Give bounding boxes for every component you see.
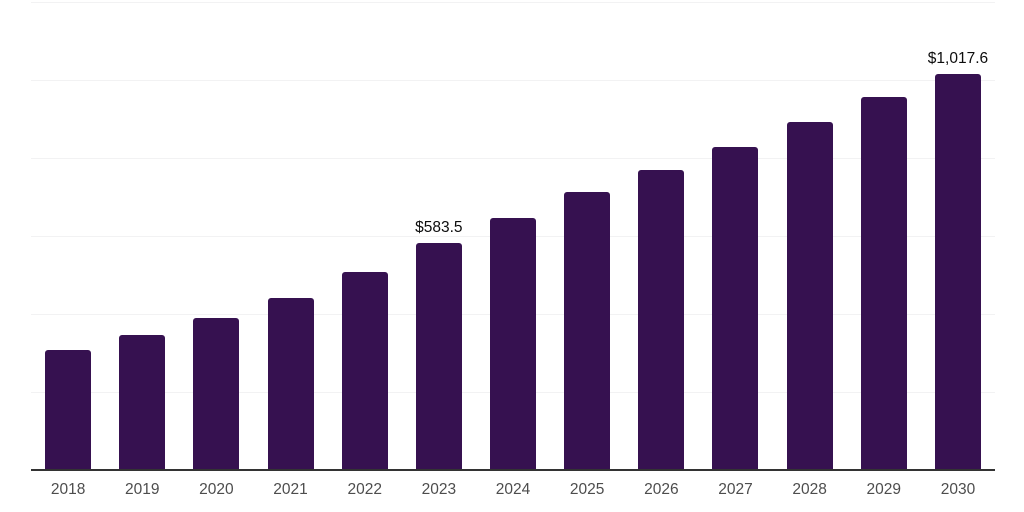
x-tick-label: 2019 <box>124 481 160 498</box>
bar <box>638 170 685 471</box>
bar <box>119 335 166 471</box>
x-tick-label: 2027 <box>718 481 753 498</box>
bar <box>860 97 907 471</box>
bar <box>415 243 462 471</box>
x-tick-label: 2022 <box>347 481 382 498</box>
x-axis-line <box>31 469 995 471</box>
gridline <box>31 158 995 159</box>
bar <box>564 191 611 471</box>
bar-band <box>550 3 624 471</box>
bar-band <box>624 3 698 471</box>
x-tick-label: 2025 <box>569 481 605 498</box>
bar-value-label: $1,017.6 <box>927 50 989 68</box>
bar-band <box>328 3 402 471</box>
x-tick-label: 2030 <box>940 481 976 498</box>
bar <box>45 350 92 471</box>
bar-band <box>179 3 253 471</box>
bars-container: $583.5 $1,017.6 <box>31 3 995 471</box>
bar <box>490 217 537 471</box>
bar <box>341 271 388 471</box>
x-tick-label: 2026 <box>644 481 679 498</box>
x-tick-label: 2028 <box>792 481 827 498</box>
bar <box>786 122 833 471</box>
x-tick-label: 2029 <box>866 481 902 498</box>
bar-band <box>773 3 847 471</box>
plot-area: $583.5 $1,017.6 <box>31 2 995 471</box>
bar <box>193 318 240 471</box>
x-tick-label: 2021 <box>273 481 308 498</box>
bar-band: $1,017.6 <box>921 3 995 471</box>
x-tick-label: 2024 <box>495 481 531 498</box>
x-tick-label: 2023 <box>421 481 457 498</box>
x-axis-labels: 2018 2019 2020 2021 2022 2023 2024 2025 2026 2027… <box>31 481 995 499</box>
bar <box>267 297 314 471</box>
bar <box>712 146 759 471</box>
bar-band <box>105 3 179 471</box>
bar-band <box>698 3 772 471</box>
gridline <box>31 80 995 81</box>
x-tick-label: 2020 <box>199 481 234 498</box>
bar-band <box>31 3 105 471</box>
bar-band <box>847 3 921 471</box>
bar-band <box>253 3 327 471</box>
x-tick-label: 2018 <box>50 481 86 498</box>
bar-band: $583.5 <box>402 3 476 471</box>
bar-value-label: $583.5 <box>415 219 463 237</box>
bar-band <box>476 3 550 471</box>
bar <box>934 74 981 471</box>
gridline <box>31 2 995 3</box>
